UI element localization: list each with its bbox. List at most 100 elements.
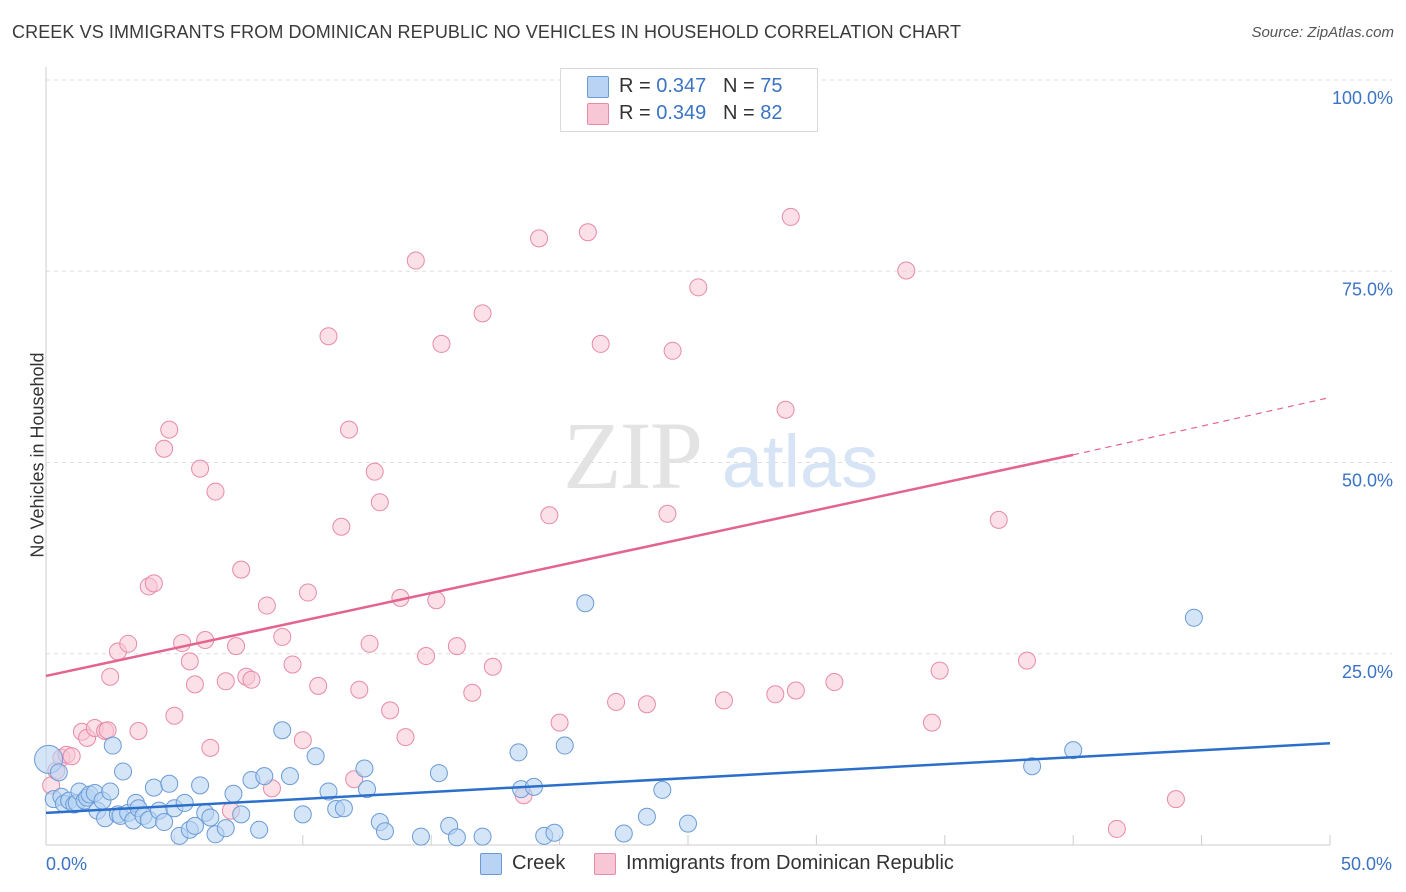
dominican-point-74: [825, 673, 844, 692]
dominican-point-22: [191, 459, 210, 478]
dominican-point-61: [550, 713, 569, 732]
n-value: 82: [760, 102, 783, 124]
creek-point-46: [273, 721, 292, 740]
dominican-point-31: [242, 670, 261, 689]
y-tick-label-3: 100.0%: [1332, 88, 1393, 108]
dominican-point-76: [922, 713, 941, 732]
creek-point-33: [175, 793, 194, 812]
n-label: N =: [722, 102, 761, 124]
creek-point-67: [555, 736, 574, 755]
creek-point-72: [679, 814, 697, 833]
creek-point-69: [614, 824, 633, 843]
dominican-point-71: [776, 400, 795, 419]
dominican-point-9: [98, 721, 117, 740]
creek-swatch: [587, 76, 609, 98]
dominican-point-35: [283, 655, 302, 674]
n-label: N =: [722, 75, 761, 97]
watermark-atlas: atlas: [722, 420, 878, 503]
dominican-point-10: [101, 667, 120, 686]
creek-point-54: [358, 780, 376, 799]
r-value: 0.349: [656, 102, 707, 124]
dominican-point-43: [350, 680, 369, 699]
grid-lines: [46, 79, 1392, 655]
creek-point-2: [49, 763, 68, 782]
creek-point-27: [144, 778, 163, 797]
dominican-point-24: [201, 738, 220, 757]
dominican-point-60: [540, 506, 559, 525]
creek-point-52: [334, 799, 353, 818]
dominican-point-64: [607, 692, 626, 711]
creek-point-17: [103, 736, 122, 755]
dominican-point-80: [1107, 819, 1126, 838]
creek-point-70: [637, 807, 656, 826]
dominican-point-68: [689, 278, 708, 297]
creek-point-56: [375, 822, 394, 841]
r-value: 0.347: [656, 75, 707, 97]
dominican-point-65: [637, 695, 656, 714]
r-label: R =: [619, 75, 657, 97]
creek-point-60: [447, 828, 466, 847]
creek-point-68: [576, 594, 595, 613]
creek-point-50: [319, 782, 338, 801]
source-label: Source: ZipAtlas.com: [1251, 24, 1394, 41]
dominican-point-73: [786, 681, 805, 700]
creek-point-58: [429, 764, 448, 783]
x-tick-labels: 0.0% 50.0%: [46, 854, 1392, 874]
y-tick-labels: 25.0% 50.0% 75.0% 100.0%: [1332, 88, 1393, 682]
dominican-point-12: [119, 634, 138, 653]
dominican-point-18: [165, 706, 184, 725]
creek-point-47: [280, 767, 299, 786]
dominican-swatch: [594, 853, 616, 875]
dominican-point-53: [432, 334, 451, 353]
dominican-point-63: [591, 334, 610, 353]
creek-point-49: [306, 747, 325, 766]
y-tick-label-2: 75.0%: [1342, 279, 1393, 299]
dominican-point-67: [663, 341, 682, 360]
dominican-point-29: [232, 560, 251, 579]
dominican-point-26: [216, 672, 235, 691]
dominican-point-37: [298, 583, 317, 602]
dominican-point-66: [658, 504, 677, 523]
y-tick-label-0: 25.0%: [1342, 662, 1393, 682]
dominican-trend-extension: [1073, 396, 1331, 456]
creek-point-66: [545, 823, 564, 842]
creek-point-45: [255, 767, 274, 786]
creek-point-29: [155, 813, 174, 832]
chart-title: CREEK VS IMMIGRANTS FROM DOMINICAN REPUB…: [12, 22, 962, 42]
creek-point-62: [509, 743, 528, 762]
dominican-point-79: [1017, 651, 1036, 670]
creek-point-44: [250, 820, 269, 839]
creek-point-48: [293, 805, 312, 824]
legend-text-creek: R = 0.347 N = 75: [619, 75, 782, 98]
creek-swatch: [480, 853, 502, 875]
dominican-point-38: [309, 676, 328, 695]
dominican-point-45: [365, 462, 384, 481]
creek-point-53: [355, 759, 374, 778]
creek-trend-line: [45, 742, 1331, 815]
creek-point-73: [1023, 757, 1042, 776]
creek-point-40: [216, 819, 235, 838]
dominican-point-32: [257, 596, 276, 615]
dominican-point-62: [578, 223, 597, 242]
dominican-swatch: [587, 103, 609, 125]
dominican-point-44: [360, 634, 379, 653]
dominican-point-49: [396, 728, 415, 747]
dominican-point-69: [714, 691, 733, 710]
watermark: ZIP atlas: [563, 402, 878, 509]
n-value: 75: [760, 75, 783, 97]
dominican-point-36: [293, 731, 312, 750]
dominican-point-20: [180, 652, 199, 671]
creek-point-36: [191, 776, 210, 795]
dominican-point-50: [406, 251, 425, 270]
legend-label-creek: Creek: [512, 852, 566, 874]
dominican-point-77: [930, 661, 949, 680]
dominican-point-16: [155, 439, 174, 458]
r-label: R =: [619, 102, 657, 124]
dominican-point-34: [273, 627, 292, 646]
creek-point-38: [201, 808, 220, 827]
creek-point-57: [411, 827, 430, 846]
dominican-point-25: [206, 482, 225, 501]
dominican-point-57: [483, 657, 502, 676]
dominican-point-56: [473, 304, 492, 323]
